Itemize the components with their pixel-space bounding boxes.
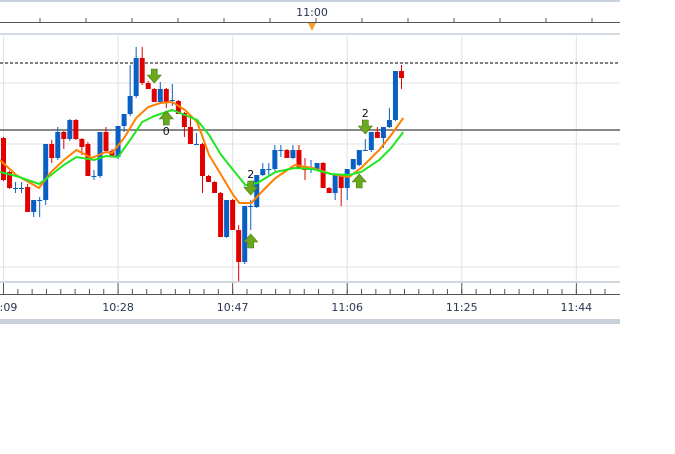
candle-bullish[interactable] (157, 89, 163, 102)
candle-bearish[interactable] (398, 71, 404, 78)
candle-bullish[interactable] (37, 200, 43, 201)
candle-bullish[interactable] (224, 200, 230, 237)
candle-bearish[interactable] (49, 144, 55, 158)
candle-bearish[interactable] (326, 188, 332, 193)
candle-bearish[interactable] (206, 176, 212, 182)
candle-bullish[interactable] (19, 188, 25, 189)
x-tick-label: :09 (0, 301, 17, 314)
candle-bullish[interactable] (121, 114, 127, 126)
candle-bearish[interactable] (61, 132, 67, 139)
candle-bearish[interactable] (85, 144, 91, 176)
buy-arrow-icon[interactable] (243, 233, 259, 249)
candle-bullish[interactable] (115, 126, 121, 157)
candle-bearish[interactable] (139, 58, 145, 83)
candle-bullish[interactable] (356, 150, 362, 165)
candle-bearish[interactable] (199, 144, 205, 176)
current-time-marker-icon (308, 23, 316, 31)
candle-bullish[interactable] (193, 144, 199, 145)
plot-top-border (0, 33, 620, 35)
candle-bearish[interactable] (181, 113, 187, 127)
candle-bullish[interactable] (344, 169, 350, 188)
candle-bearish[interactable] (7, 172, 13, 188)
signal-label: 2 (362, 107, 369, 120)
moving-average-line-green (0, 108, 405, 187)
sell-arrow-icon[interactable] (243, 180, 259, 196)
candle-bearish[interactable] (230, 200, 236, 230)
candle-bearish[interactable] (187, 127, 193, 144)
candle-bearish[interactable] (145, 83, 151, 89)
sell-arrow-icon[interactable] (357, 119, 373, 135)
candle-bearish[interactable] (1, 138, 6, 180)
candle-bearish[interactable] (163, 89, 169, 102)
candle-bullish[interactable] (127, 96, 133, 114)
top-axis-time-label: 11:00 (296, 6, 328, 19)
candle-bearish[interactable] (73, 120, 79, 139)
candle-bullish[interactable] (67, 120, 73, 139)
signal-label: 2 (247, 168, 254, 181)
sell-arrow-icon[interactable] (146, 68, 162, 84)
buy-arrow-icon[interactable] (351, 173, 367, 189)
candle-bearish[interactable] (236, 230, 242, 262)
candle-bullish[interactable] (254, 175, 260, 207)
candle-bullish[interactable] (386, 120, 392, 127)
candle-bullish[interactable] (13, 188, 19, 189)
x-tick-label: 10:28 (102, 301, 134, 314)
x-tick-label: 11:44 (560, 301, 592, 314)
x-tick-label: 11:25 (446, 301, 478, 314)
buy-arrow-icon[interactable] (158, 110, 174, 126)
candle-bullish[interactable] (31, 200, 37, 212)
candle-bullish[interactable] (314, 163, 320, 169)
candle-bullish[interactable] (392, 71, 398, 120)
candle-bullish[interactable] (169, 100, 175, 101)
candle-bullish[interactable] (272, 150, 278, 169)
candle-bullish[interactable] (290, 150, 296, 158)
candle-bearish[interactable] (212, 182, 218, 193)
candle-bullish[interactable] (380, 127, 386, 138)
candle-bullish[interactable] (55, 132, 61, 158)
candle-bullish[interactable] (278, 150, 284, 151)
top-border (0, 0, 620, 2)
candle-bullish[interactable] (242, 206, 248, 262)
candle-bullish[interactable] (91, 176, 97, 177)
candle-bullish[interactable] (332, 175, 338, 193)
candle-bullish[interactable] (133, 58, 139, 96)
candle-bearish[interactable] (284, 150, 290, 158)
signal-label: 0 (163, 125, 170, 138)
candle-bearish[interactable] (374, 132, 380, 138)
candle-bearish[interactable] (25, 187, 31, 212)
candle-bullish[interactable] (362, 150, 368, 151)
horizontal-scrollbar[interactable] (0, 319, 620, 324)
x-tick-label: 10:47 (217, 301, 249, 314)
candle-bullish[interactable] (368, 132, 374, 150)
candle-bearish[interactable] (103, 132, 109, 151)
candle-bearish[interactable] (320, 163, 326, 188)
candle-bearish[interactable] (338, 175, 344, 188)
candle-bearish[interactable] (218, 193, 224, 237)
x-tick-label: 11:06 (331, 301, 363, 314)
candle-bearish[interactable] (296, 150, 302, 169)
candle-bullish[interactable] (43, 144, 49, 200)
candle-bearish[interactable] (79, 139, 85, 147)
candle-bullish[interactable] (350, 159, 356, 169)
candle-bullish[interactable] (266, 169, 272, 170)
candle-bearish[interactable] (151, 89, 157, 102)
candle-bearish[interactable] (175, 101, 181, 114)
candle-bullish[interactable] (248, 206, 254, 207)
candle-bullish[interactable] (260, 169, 266, 175)
